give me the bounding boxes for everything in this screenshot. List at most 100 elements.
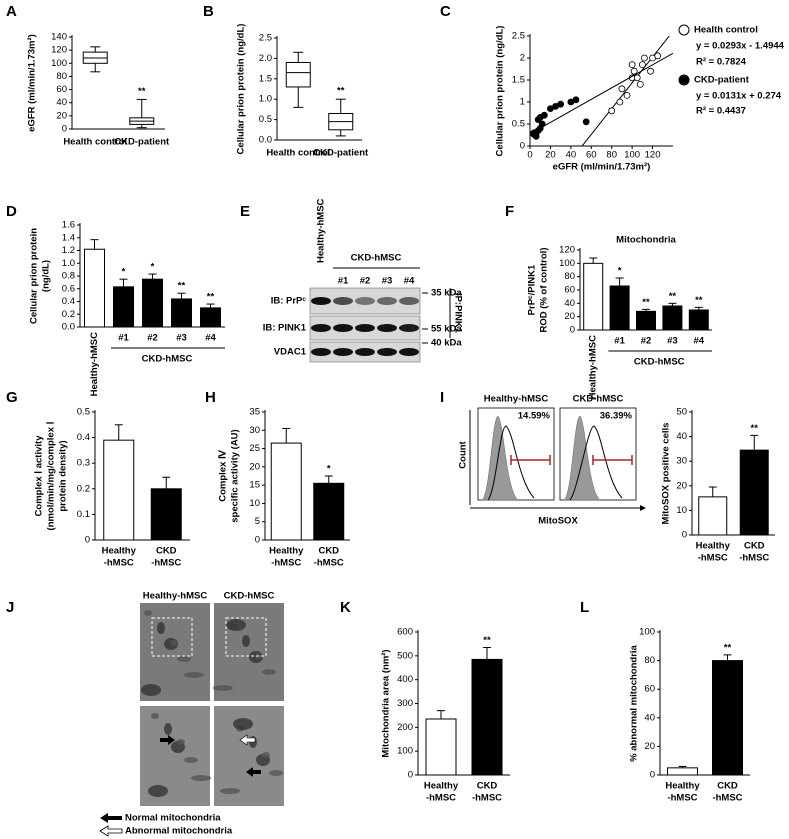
stained-histogram xyxy=(487,425,535,501)
lane-label: #4 xyxy=(404,276,415,287)
y-tick-label: 2 xyxy=(520,53,525,64)
y-tick-label: 0.2 xyxy=(62,309,75,320)
axis-arrow xyxy=(640,505,646,511)
fit-line xyxy=(530,52,673,135)
y-tick-label: 1.6 xyxy=(62,220,75,231)
bar xyxy=(113,286,134,328)
organelle xyxy=(213,685,233,691)
bar xyxy=(636,310,656,331)
y-axis-label: eGFR (ml/min/1.73m²) xyxy=(27,34,38,132)
organelle xyxy=(269,770,283,776)
y-tick-label: 80 xyxy=(56,71,67,82)
group-label: CKD-hMSC xyxy=(351,253,402,264)
y-tick-label: 1.5 xyxy=(512,75,525,86)
y-axis-label: Complex Ⅳ xyxy=(218,449,229,502)
marker-label: 55 kDa xyxy=(431,324,462,335)
gate-percent: 36.39% xyxy=(600,411,633,422)
significance: ** xyxy=(207,292,215,303)
point xyxy=(638,61,646,68)
x-tick-label: -hMSC xyxy=(667,793,697,804)
y-tick-label: 40 xyxy=(676,431,687,442)
y-axis-label: specific activity (AU) xyxy=(230,429,241,522)
organelle xyxy=(177,656,191,662)
organelle xyxy=(262,752,270,758)
y-tick-label: 0.5 xyxy=(77,407,90,418)
bar xyxy=(313,482,345,541)
bar xyxy=(739,449,769,536)
point xyxy=(557,100,565,108)
y-tick-label: 0.1 xyxy=(77,509,90,520)
x-tick-label: -hMSC xyxy=(712,793,742,804)
x-tick-label: -hMSC xyxy=(151,558,181,569)
x-tick-label: Health control xyxy=(63,137,127,148)
point xyxy=(616,98,624,106)
y-tick-label: 60 xyxy=(644,684,655,695)
y-axis-label: PrPᶜ/PINK1 xyxy=(527,264,538,315)
x-tick-label: CKD xyxy=(477,781,498,792)
panel-letter: D xyxy=(6,203,17,220)
blot-band xyxy=(399,324,419,332)
point xyxy=(618,85,626,93)
lane-label: #3 xyxy=(382,276,393,287)
y-tick-label: 0 xyxy=(650,770,655,781)
point xyxy=(538,120,546,128)
group-label: CKD-hMSC xyxy=(142,354,193,365)
blot-band xyxy=(333,297,353,305)
x-tick-label: CKD xyxy=(744,541,765,552)
y-tick-label: 0 xyxy=(408,770,413,781)
y-axis-label: Complex Ⅰ activity xyxy=(34,435,45,517)
fit-equation: y = 0.0293x - 1.4944 xyxy=(696,41,785,52)
organelle xyxy=(184,672,204,678)
y-tick-label: 100 xyxy=(559,258,575,269)
y-axis-label: ROD (% of control) xyxy=(539,248,550,333)
legend-label: Health control xyxy=(694,25,758,36)
x-tick-label: -hMSC xyxy=(698,553,728,564)
y-tick-label: 0 xyxy=(85,535,90,546)
legend-label: Abnormal mitochondria xyxy=(125,826,233,837)
significance: * xyxy=(151,262,155,273)
y-tick-label: 100 xyxy=(639,627,655,638)
panel-letter: J xyxy=(6,599,14,616)
x-tick-label: -hMSC xyxy=(739,553,769,564)
y-tick-label: 35 xyxy=(249,407,260,418)
y-tick-label: 0 xyxy=(255,535,260,546)
x-tick-label: CKD-patient xyxy=(313,148,369,159)
organelle xyxy=(151,713,159,719)
organelle xyxy=(242,635,250,647)
x-tick-label: Healthy-hMSC xyxy=(588,335,599,400)
fit-line xyxy=(581,36,670,146)
organelle xyxy=(164,723,172,735)
x-tick-label: 100 xyxy=(624,150,640,161)
bar xyxy=(84,248,105,328)
y-axis-label: Cellular prion protein (ng/dL) xyxy=(495,26,506,157)
x-tick-label: #1 xyxy=(118,333,129,344)
fit-r2: R² = 0.7824 xyxy=(696,57,747,68)
x-tick-label: -hMSC xyxy=(271,558,301,569)
bar xyxy=(150,488,182,541)
lane-label: #1 xyxy=(338,276,349,287)
flow-xlabel: MitoSOX xyxy=(538,516,578,527)
blot-band xyxy=(333,324,353,332)
lane-label: #2 xyxy=(360,276,371,287)
point xyxy=(636,81,644,88)
control-histogram xyxy=(481,415,519,501)
organelle xyxy=(233,718,253,730)
y-tick-label: 500 xyxy=(397,650,413,661)
organelle xyxy=(184,757,198,763)
y-tick-label: 120 xyxy=(559,245,575,256)
organelle xyxy=(148,785,168,797)
normal-arrow xyxy=(246,767,261,777)
bar xyxy=(471,658,503,776)
control-histogram xyxy=(563,415,601,501)
significance: ** xyxy=(669,291,677,302)
blot-band xyxy=(377,348,397,356)
point xyxy=(633,74,641,82)
y-tick-label: 15 xyxy=(249,480,260,491)
x-tick-label: Healthy-hMSC xyxy=(89,332,100,397)
row-label: IB: PINK1 xyxy=(263,323,307,334)
x-tick-label: #3 xyxy=(667,336,678,347)
y-tick-label: 80 xyxy=(564,271,575,282)
organelle xyxy=(157,622,165,634)
flow-ylabel: Count xyxy=(458,440,469,468)
